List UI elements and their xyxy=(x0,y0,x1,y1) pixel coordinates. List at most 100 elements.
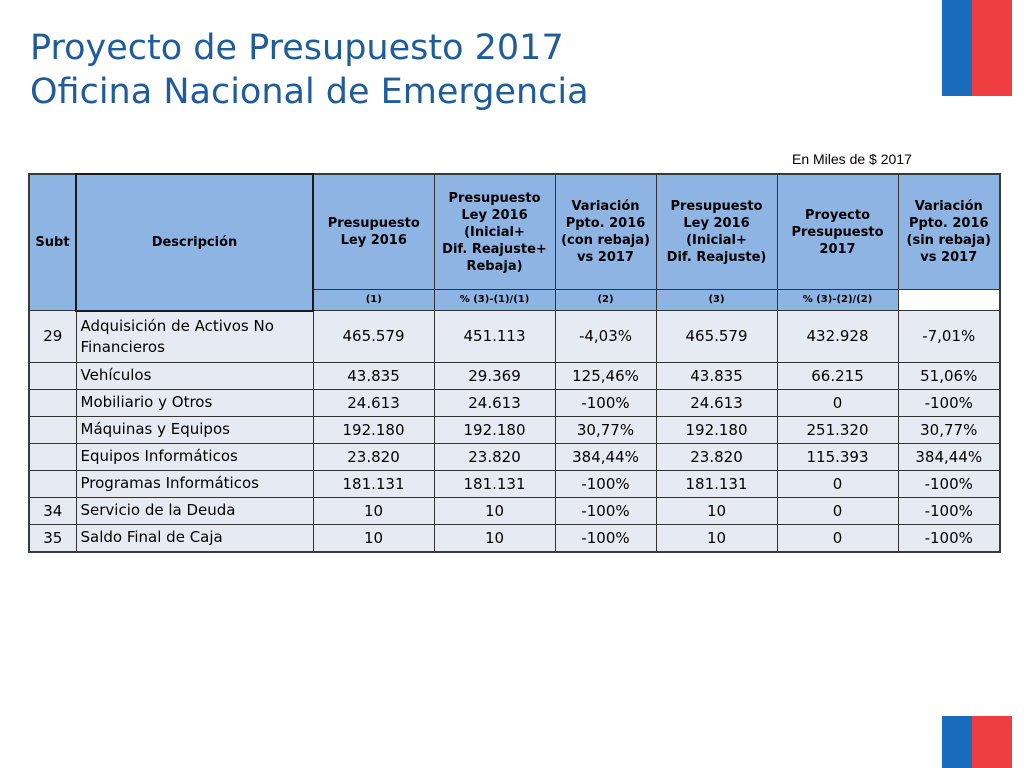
cell-value: 10 xyxy=(655,496,778,525)
column-header-descripcion: Descripción xyxy=(75,173,314,312)
cell-value: 10 xyxy=(312,496,435,525)
table-header-row: Subt Descripción Presupuesto Ley 2016 Presup… xyxy=(28,173,1001,312)
column-header-line: Variación xyxy=(571,199,640,214)
cell-value: 29.369 xyxy=(433,361,556,390)
column-header-line: Presupuesto xyxy=(670,199,763,214)
cell-value: 192.180 xyxy=(655,415,778,444)
column-subheader: % (3)-(1)/(1) xyxy=(433,289,556,311)
cell-value: 451.113 xyxy=(433,310,556,363)
flag-logo-bottom xyxy=(942,716,1012,768)
cell-value: -100% xyxy=(554,469,657,498)
cell-value: 10 xyxy=(655,523,778,552)
column-header-line: Variación xyxy=(914,199,983,214)
column-header-line: Dif. Reajuste) xyxy=(666,250,767,265)
column-header-line: Ppto. 2016 xyxy=(565,216,646,231)
column-header-line: (Inicial+ xyxy=(686,233,747,248)
cell-value: -100% xyxy=(897,388,1001,417)
column-header-var-sin-rebaja: Variación Ppto. 2016 (sin rebaja) vs 2017 xyxy=(897,173,1001,290)
cell-value: 432.928 xyxy=(776,310,899,363)
column-header-line: Presupuesto xyxy=(448,190,541,206)
table-row: 35 Saldo Final de Caja 10 10 -100% 10 0 -100% xyxy=(28,523,1001,552)
cell-value: 181.131 xyxy=(655,469,778,498)
cell-value: 24.613 xyxy=(655,388,778,417)
column-subheader: (2) xyxy=(554,289,657,311)
column-header-subt: Subt xyxy=(28,173,77,311)
cell-value: -100% xyxy=(897,469,1001,498)
table-subheader-row: (1)% (3)-(1)/(1) (2) (3)% (3)-(2)/(2) xyxy=(29,289,1000,311)
column-subheader: (1) xyxy=(312,289,435,311)
cell-value: 125,46% xyxy=(554,361,657,390)
cell-value: 384,44% xyxy=(554,442,657,471)
cell-description: Adquisición de Activos No Financieros xyxy=(75,310,314,363)
cell-description: Vehículos xyxy=(75,361,314,390)
cell-value: 24.613 xyxy=(433,388,556,417)
cell-subt xyxy=(28,442,77,471)
column-header-line: Subt xyxy=(35,235,70,250)
cell-value: 251.320 xyxy=(776,415,899,444)
column-header-line: Presupuesto xyxy=(791,224,884,240)
cell-value: 24.613 xyxy=(312,388,435,417)
column-header-line: Proyecto xyxy=(804,207,870,223)
cell-description: Programas Informáticos xyxy=(75,469,314,498)
column-header-var-con-rebaja: Variación Ppto. 2016 (con rebaja) vs 2017 xyxy=(554,173,657,290)
cell-value: 384,44% xyxy=(897,442,1001,471)
column-subheader: % (3)-(2)/(2) xyxy=(776,289,899,311)
column-header-line: Ley 2016 xyxy=(340,233,407,248)
cell-value: 181.131 xyxy=(312,469,435,498)
flag-blue-band xyxy=(942,716,972,768)
cell-value: -4,03% xyxy=(554,310,657,363)
cell-value: 192.180 xyxy=(433,415,556,444)
slide-title: Proyecto de Presupuesto 2017 Oficina Nac… xyxy=(30,26,589,114)
cell-value: 181.131 xyxy=(433,469,556,498)
cell-value: 10 xyxy=(433,523,556,552)
units-note: En Miles de $ 2017 xyxy=(792,151,912,167)
cell-value: -100% xyxy=(554,496,657,525)
cell-description: Equipos Informáticos xyxy=(75,442,314,471)
column-header-line: Ley 2016 xyxy=(461,207,528,223)
cell-value: -100% xyxy=(897,523,1001,552)
cell-value: 0 xyxy=(776,388,899,417)
cell-description: Mobiliario y Otros xyxy=(75,388,314,417)
cell-subt: 35 xyxy=(28,523,77,552)
cell-value: 66.215 xyxy=(776,361,899,390)
table-row: Programas Informáticos 181.131 181.131 -100… xyxy=(28,469,1001,498)
table-row: Vehículos 43.835 29.369 125,46% 43.835 66.215… xyxy=(28,361,1001,390)
cell-subt xyxy=(28,388,77,417)
cell-value: 43.835 xyxy=(312,361,435,390)
cell-value: 23.820 xyxy=(433,442,556,471)
flag-logo-top xyxy=(942,0,1012,96)
table-row: Máquinas y Equipos 192.180 192.180 30,77% 19… xyxy=(28,415,1001,444)
cell-value: 10 xyxy=(433,496,556,525)
column-header-pres-ley-2016: Presupuesto Ley 2016 xyxy=(312,173,435,290)
table-row: Equipos Informáticos 23.820 23.820 384,44% 2… xyxy=(28,442,1001,471)
cell-description: Saldo Final de Caja xyxy=(75,523,314,552)
cell-subt: 34 xyxy=(28,496,77,525)
cell-value: 51,06% xyxy=(897,361,1001,390)
column-header-line: Rebaja) xyxy=(466,258,523,274)
column-header-line: Ley 2016 xyxy=(683,216,750,231)
cell-description: Máquinas y Equipos xyxy=(75,415,314,444)
cell-subt: 29 xyxy=(28,310,77,363)
cell-value: 23.820 xyxy=(312,442,435,471)
cell-value: 30,77% xyxy=(897,415,1001,444)
cell-subt xyxy=(28,361,77,390)
flag-blue-band xyxy=(942,0,972,96)
cell-description: Servicio de la Deuda xyxy=(75,496,314,525)
column-header-line: Dif. Reajuste+ xyxy=(442,241,547,257)
cell-value: 465.579 xyxy=(655,310,778,363)
column-header-line: 2017 xyxy=(819,241,856,257)
flag-red-band xyxy=(972,0,1012,96)
cell-value: -100% xyxy=(554,523,657,552)
table-row: 29 Adquisición de Activos No Financieros 4… xyxy=(28,310,1001,363)
title-line-1: Proyecto de Presupuesto 2017 xyxy=(30,28,564,68)
cell-value: -7,01% xyxy=(897,310,1001,363)
cell-value: -100% xyxy=(554,388,657,417)
column-header-line: (Inicial+ xyxy=(464,224,525,240)
column-header-line: (sin rebaja) xyxy=(906,233,991,248)
cell-value: 10 xyxy=(312,523,435,552)
column-subheader: (3) xyxy=(655,289,778,311)
cell-value: 23.820 xyxy=(655,442,778,471)
column-header-pres-ley-2016-inicial-reajuste-rebaja: Presupuesto Ley 2016 (Inicial+ Dif. Reajust… xyxy=(433,173,556,290)
cell-value: 0 xyxy=(776,469,899,498)
cell-value: 465.579 xyxy=(312,310,435,363)
